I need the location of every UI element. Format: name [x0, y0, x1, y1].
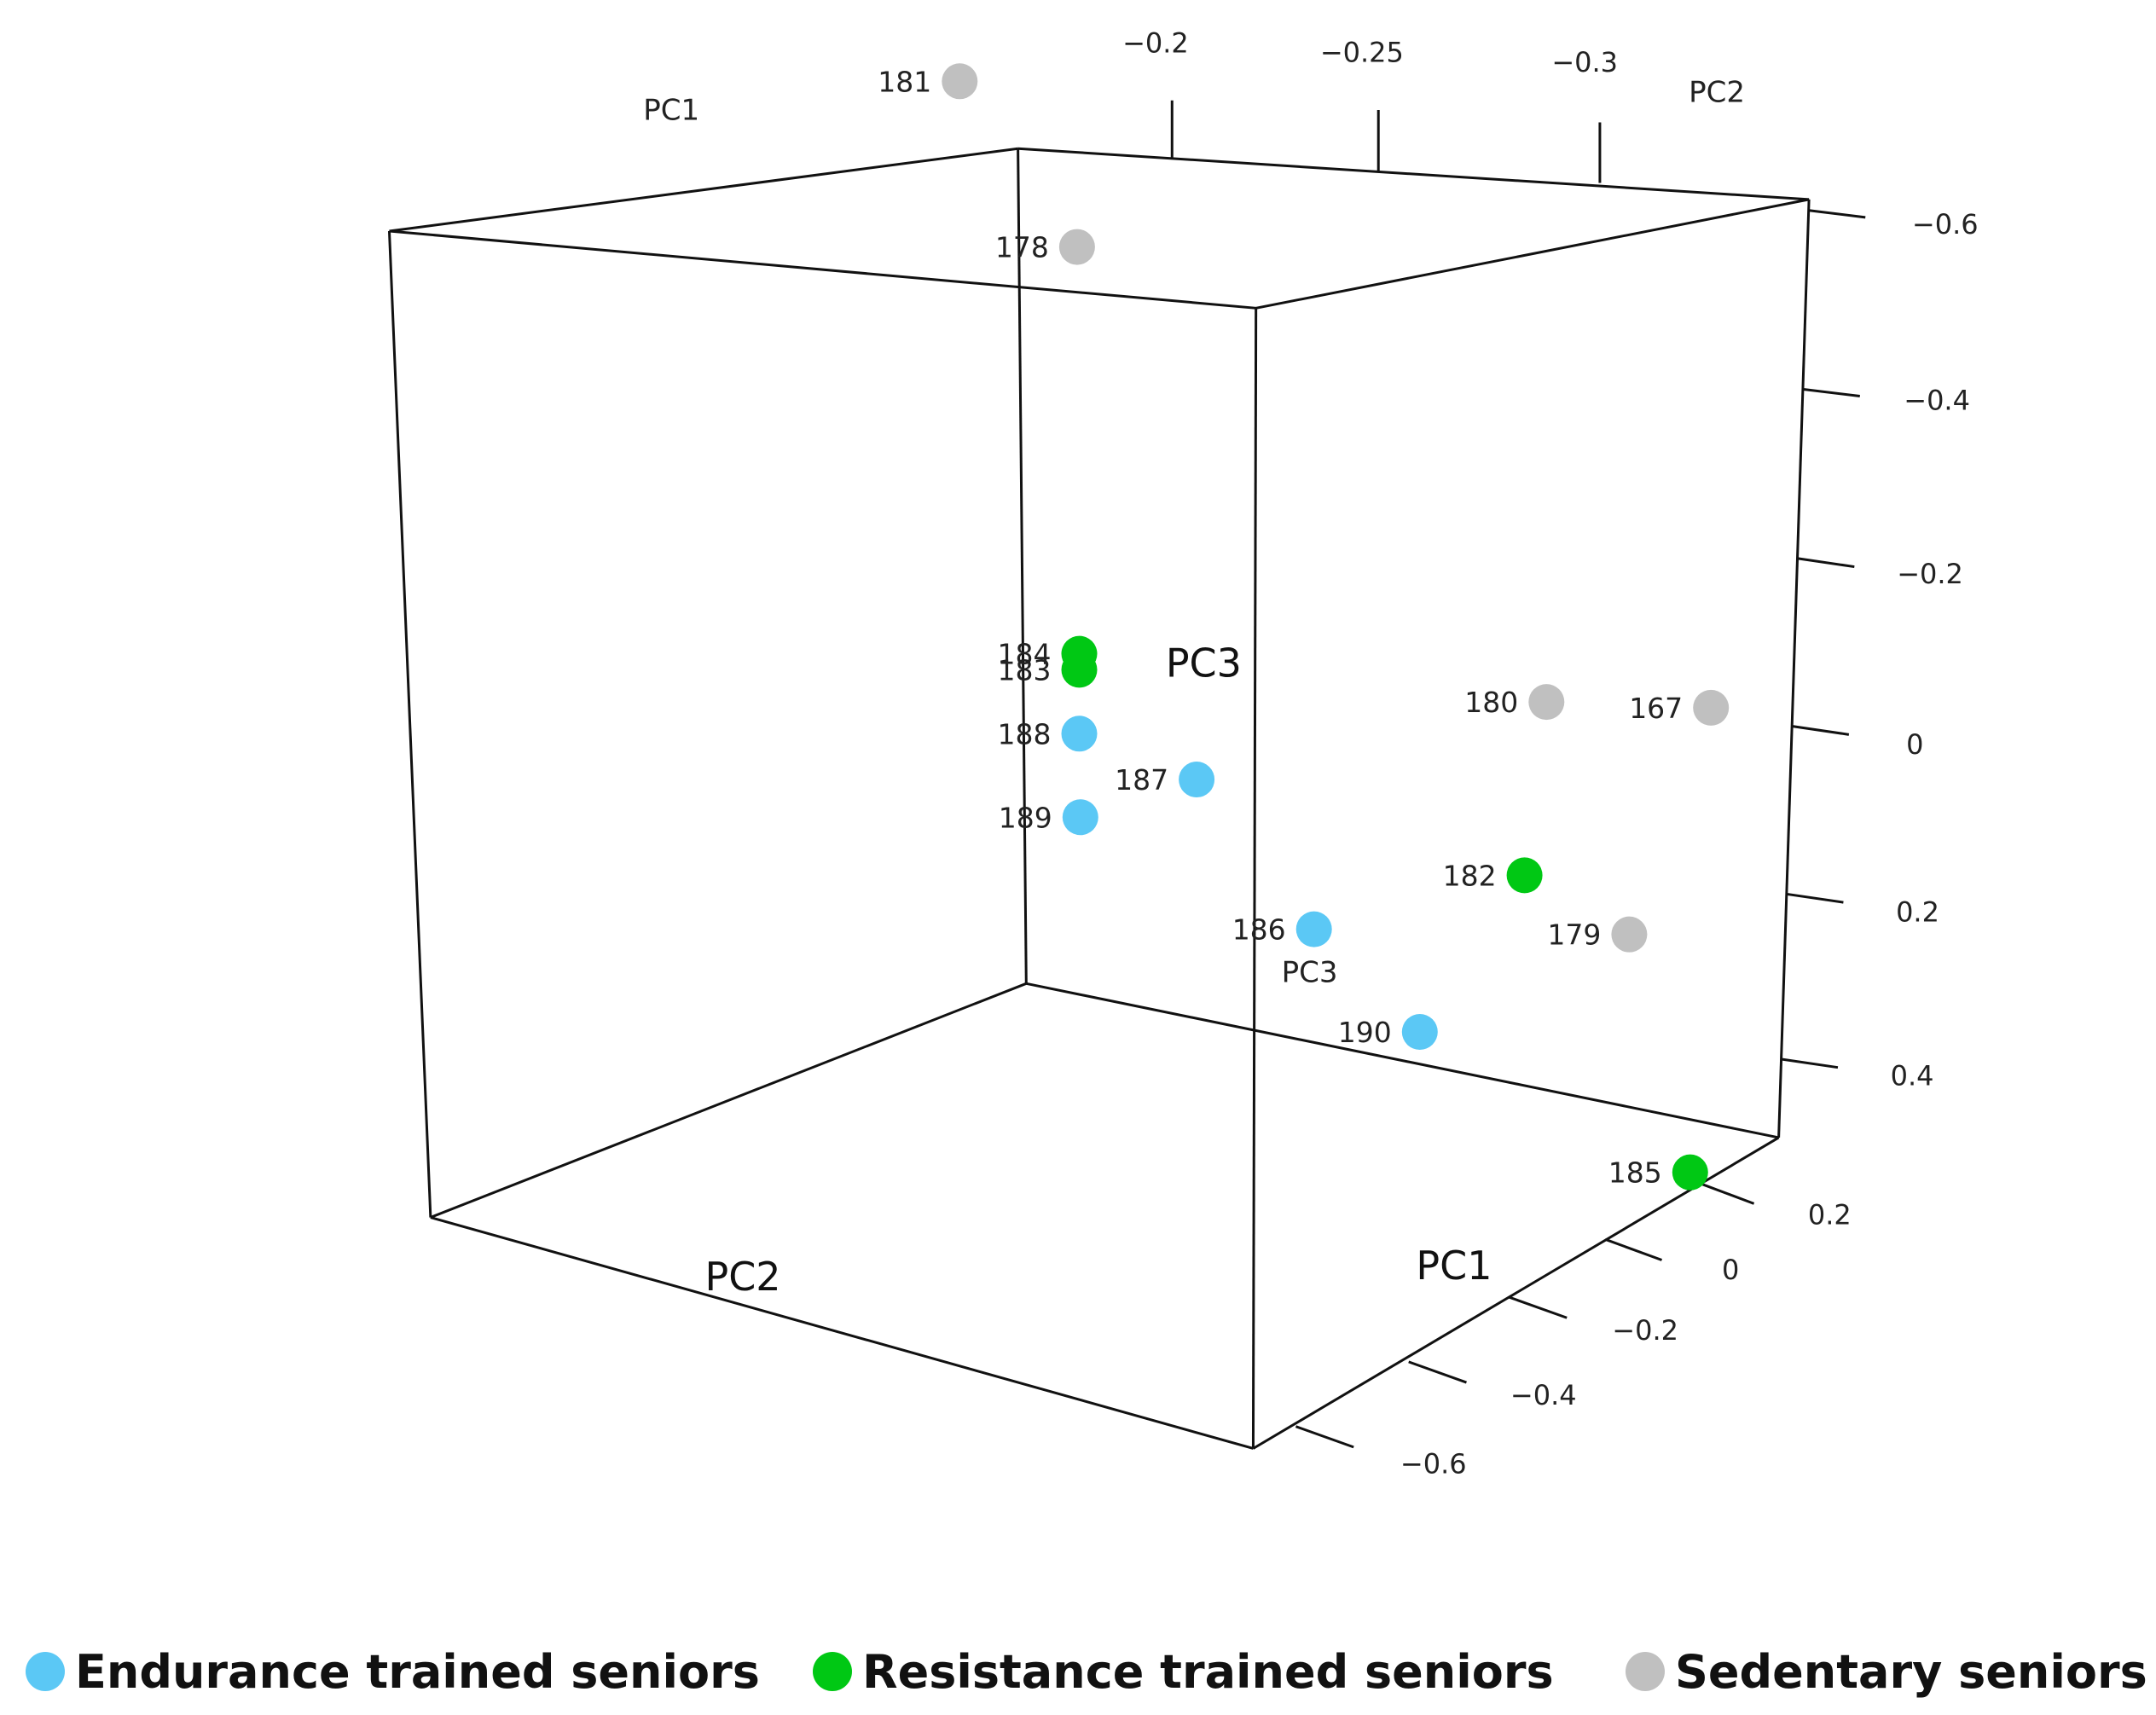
- data-point-marker: [1295, 911, 1332, 947]
- cube-edge: [1777, 199, 1811, 1138]
- data-point-marker: [942, 63, 978, 100]
- data-point-label: 190: [1338, 1016, 1392, 1049]
- data-point-label: 184: [998, 638, 1052, 671]
- data-point-label: 183: [998, 653, 1052, 687]
- data-point-label: 189: [999, 801, 1052, 834]
- cube-edge: [389, 229, 1256, 310]
- pc2-tick-label: −0.3: [1551, 46, 1618, 78]
- data-point-marker: [1528, 684, 1565, 721]
- legend-label: Resistance trained seniors: [862, 1644, 1554, 1699]
- cube-edge: [1255, 198, 1810, 310]
- pc2-axis-title: PC2: [704, 1254, 780, 1300]
- pc1-tick-label: 0.2: [1808, 1199, 1852, 1231]
- legend-swatch: [26, 1652, 65, 1691]
- pc1-tick-label: −0.4: [1510, 1379, 1577, 1411]
- cube-edge: [1017, 148, 1028, 984]
- pc1-tick-mark: [1698, 1181, 1755, 1205]
- axis-ticks: −0.2 −0.25 −0.3 −0.6 −0.4 −0.2 0 0.2 0.4 0.2 0 −0.2…: [1122, 26, 1979, 1480]
- chart-legend: Endurance trained seniors Resistance trai…: [0, 1637, 2156, 1706]
- pc1-tick-mark: [1295, 1425, 1354, 1449]
- legend-label: Endurance trained seniors: [75, 1644, 760, 1699]
- cube-edge: [430, 1216, 1254, 1450]
- pc3-axis-title: PC3: [1166, 640, 1242, 687]
- pc2-tick-label: −0.2: [1122, 26, 1189, 59]
- pc1-tick-mark: [1408, 1360, 1467, 1384]
- data-point-marker: [1693, 689, 1730, 726]
- legend-label: Sedentary seniors: [1675, 1644, 2147, 1699]
- corner-label-pc3: PC3: [1282, 956, 1338, 990]
- pc1-tick-mark: [1508, 1295, 1568, 1319]
- legend-item: Resistance trained seniors: [813, 1637, 1554, 1706]
- pc2-tick-label: −0.25: [1320, 37, 1404, 69]
- data-point-marker: [1058, 229, 1095, 265]
- pc3-tick-mark: [1792, 725, 1850, 736]
- pc3-tick-label: 0.2: [1896, 896, 1939, 929]
- axis-titles: PC1 PC2 PC3 PC3 PC2 PC1: [643, 75, 1745, 1300]
- pc1-tick-label: −0.6: [1400, 1448, 1467, 1480]
- cube-edge: [389, 147, 1018, 233]
- cube-edge: [1017, 147, 1810, 201]
- data-point-marker: [1611, 916, 1648, 953]
- data-point-label: 179: [1547, 918, 1601, 952]
- cube-edge: [1025, 982, 1779, 1139]
- pc3-tick-label: 0.4: [1891, 1060, 1934, 1092]
- data-point-marker: [1061, 635, 1098, 672]
- pc3-tick-label: −0.6: [1912, 208, 1979, 240]
- data-point-marker: [1062, 799, 1098, 836]
- corner-label-pc2: PC2: [1689, 75, 1745, 109]
- cube-edge: [1251, 308, 1258, 1449]
- legend-swatch: [813, 1652, 852, 1691]
- legend-item: Endurance trained seniors: [26, 1637, 760, 1706]
- pc3-tick-mark: [1781, 1057, 1839, 1069]
- pc1-tick-label: −0.2: [1612, 1314, 1678, 1347]
- data-point-label: 167: [1629, 692, 1683, 725]
- chart-plot-area: −0.2 −0.25 −0.3 −0.6 −0.4 −0.2 0 0.2 0.4 0.2 0 −0.2…: [387, 26, 1979, 1480]
- pc3-tick-label: −0.2: [1897, 558, 1963, 590]
- pc3-tick-label: 0: [1906, 728, 1923, 761]
- data-point-label: 180: [1464, 686, 1518, 719]
- data-point-marker: [1672, 1154, 1708, 1191]
- corner-label-pc1: PC1: [643, 93, 699, 127]
- cube-edge: [387, 230, 432, 1218]
- cube-edge: [430, 982, 1027, 1219]
- legend-item: Sedentary seniors: [1626, 1637, 2147, 1706]
- pc3-tick-mark: [1787, 892, 1844, 904]
- data-point-label: 185: [1608, 1156, 1662, 1190]
- data-point-marker: [1061, 716, 1098, 752]
- data-point-marker: [1401, 1014, 1438, 1051]
- pc1-tick-label: 0: [1722, 1254, 1739, 1286]
- pc3-tick-mark: [1803, 387, 1860, 398]
- data-point-label: 187: [1115, 763, 1168, 797]
- data-point-label: 186: [1232, 913, 1286, 947]
- pc1-tick-mark: [1604, 1237, 1663, 1261]
- data-point-label: 178: [995, 231, 1049, 264]
- data-point-label: 188: [998, 717, 1052, 750]
- data-point-marker: [1506, 857, 1543, 894]
- pc3-tick-mark: [1808, 209, 1866, 219]
- data-point-marker: [1179, 762, 1215, 798]
- pc1-axis-title: PC1: [1416, 1243, 1492, 1289]
- data-point-label: 182: [1443, 859, 1497, 892]
- pc3-tick-label: −0.4: [1904, 385, 1970, 417]
- legend-swatch: [1626, 1652, 1665, 1691]
- cube-box: [387, 147, 1811, 1450]
- data-point-label: 181: [878, 65, 931, 98]
- pc3-tick-mark: [1797, 557, 1855, 569]
